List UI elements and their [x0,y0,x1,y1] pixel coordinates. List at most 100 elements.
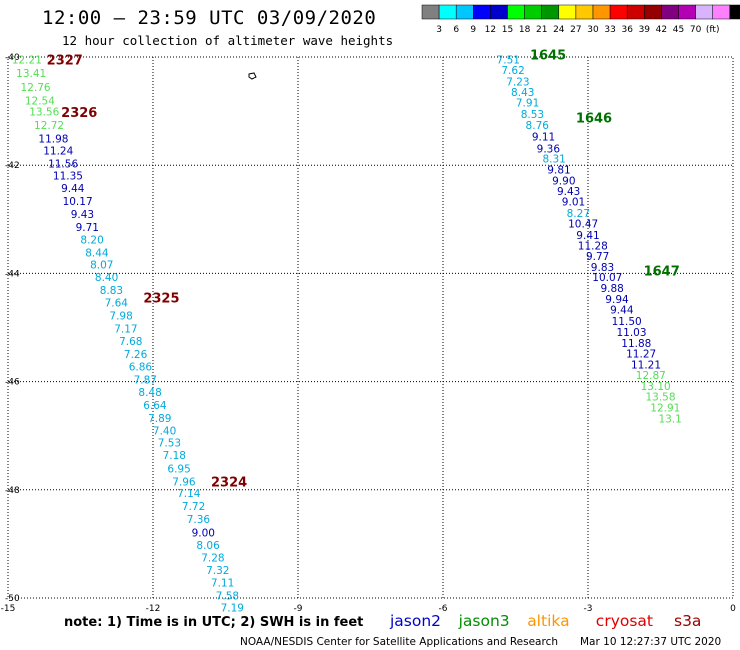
color-scale-label: 6 [453,25,459,35]
color-swatch [473,4,491,20]
swh-value: 9.36 [537,143,561,155]
color-swatch [507,4,525,20]
swh-value: 7.87 [134,374,157,386]
swh-value: 7.18 [163,450,186,462]
color-scale-bar: 3 6 9 12 15 18 21 24 27 30 33 36 39 42 45 70 (ft) [421,4,740,35]
swh-value: 7.28 [201,552,224,564]
swh-value: 13.1 [658,413,681,425]
swh-value: 9.77 [586,251,609,263]
swh-value: 9.88 [600,283,623,295]
color-scale-label: 33 [604,25,615,35]
swh-value: 8.48 [138,387,161,399]
color-swatch [541,4,560,20]
x-tick-label: -12 [146,604,161,614]
color-scale-label: (ft) [706,25,720,35]
swh-value: 13.58 [645,392,675,404]
swh-value: 7.62 [501,65,524,77]
satellite-altika: altika [527,612,569,630]
color-swatch [558,4,577,20]
swh-value: 9.81 [547,165,570,177]
swh-value: 6.64 [143,400,167,412]
swh-value: 11.50 [612,316,642,328]
y-tick-label: -44 [5,269,20,279]
swh-value: 7.40 [153,425,176,437]
footer-credit: NOAA/NESDIS Center for Satellite Applica… [240,636,558,648]
swh-value: 8.20 [80,234,103,246]
swh-value: 9.43 [71,209,94,221]
y-tick-label: -40 [5,53,20,63]
swh-value: 9.11 [532,132,555,144]
color-swatch [729,4,740,20]
swh-value: 7.64 [105,298,129,310]
swh-value: 9.90 [552,175,575,187]
swh-value: 9.01 [562,196,585,208]
color-scale-label: 24 [553,25,565,35]
color-scale-label: 9 [470,25,476,35]
y-tick-label: -48 [5,486,20,496]
y-tick-label: -50 [5,594,20,604]
swh-value: 13.56 [29,107,59,119]
y-tick-label: -42 [5,161,20,171]
swh-value: 13.41 [16,68,46,80]
x-tick-label: -9 [294,604,303,614]
color-swatch [644,4,662,20]
y-tick-label: -46 [5,378,20,388]
satellite-jason3: jason3 [458,612,510,630]
swh-value: 9.71 [76,222,99,234]
swh-value: 7.72 [182,501,205,513]
footer: note: 1) Time is in UTC; 2) SWH is in fe… [64,612,721,648]
swh-value: 9.83 [591,262,614,274]
color-swatch [712,4,731,20]
color-swatch [609,4,628,20]
swh-value: 8.31 [542,154,565,166]
color-swatch [490,4,508,20]
swh-value: 7.32 [206,565,229,577]
swh-value: 7.58 [216,590,239,602]
swh-value: 8.43 [511,87,534,99]
x-tick-label: 0 [730,604,736,614]
swh-value: 8.27 [567,208,590,220]
page-subtitle: 12 hour collection of altimeter wave hei… [62,33,394,48]
swh-value: 9.94 [605,294,629,306]
swh-value: 11.24 [43,146,73,158]
swh-value: 11.35 [53,170,83,182]
pass-number: 2325 [143,292,179,307]
swh-value: 10.17 [63,196,93,208]
color-swatch [661,4,679,20]
swh-value: 10.47 [568,219,598,231]
swh-value: 7.36 [187,514,211,526]
swh-value: 7.17 [114,324,137,336]
pass-number: 1645 [530,48,566,63]
swh-value: 9.41 [576,230,599,242]
swh-value: 7.11 [211,577,234,589]
color-scale-label: 18 [519,25,531,35]
color-scale-label: 36 [621,25,633,35]
swh-value: 11.27 [626,348,656,360]
swh-value: 7.89 [148,413,171,425]
swh-value: 12.91 [650,403,680,415]
color-swatch [438,4,457,20]
pass-number: 2327 [47,54,83,69]
color-swatch [592,4,611,20]
color-swatch [575,4,594,20]
swh-value: 12.54 [25,95,55,107]
swh-value: 7.14 [177,488,201,500]
swh-value: 11.03 [616,327,646,339]
swh-value: 8.40 [95,272,118,284]
swh-value: 7.26 [124,349,148,361]
island-outline [248,72,257,80]
color-swatch [421,4,440,20]
pass-number: 2326 [61,106,97,121]
color-scale-label: 15 [502,25,513,35]
color-scale-label: 3 [436,25,442,35]
axis-ticks: -15 -12 -9 -6 -3 0 -40 -42 -44 -46 -48 -50 [1,53,736,614]
footer-note: note: 1) Time is in UTC; 2) SWH is in fe… [64,615,363,630]
color-scale-label: 27 [570,25,581,35]
swh-value: 7.91 [516,97,539,109]
color-swatch [626,4,645,20]
swh-value: 6.86 [129,361,153,373]
swh-value: 8.06 [196,540,220,552]
swh-value: 9.00 [192,528,215,540]
swh-value: 9.44 [61,183,85,195]
